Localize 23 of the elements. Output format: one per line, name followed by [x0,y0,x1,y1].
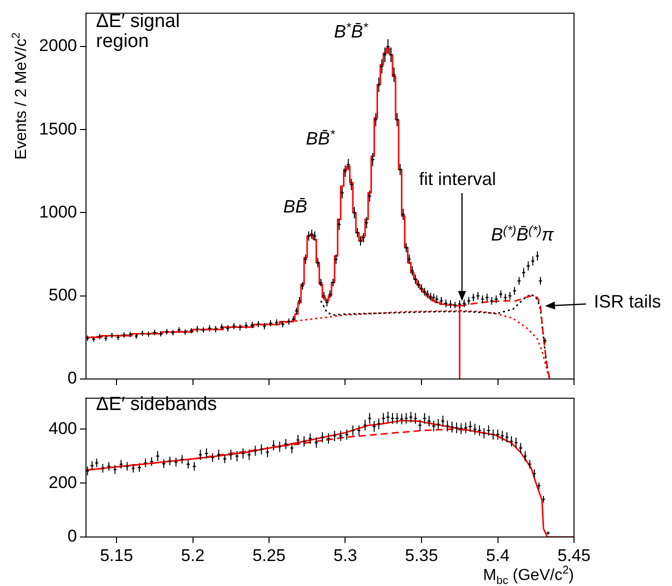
x-tick-label: 5.45 [557,546,591,565]
y-tick-label: 1000 [39,202,77,222]
y-tick-label: 400 [48,418,77,438]
y-tick-label: 0 [68,526,77,546]
y-tick-label: 1500 [39,119,77,138]
annotation: BB̄$^{*}$ [306,126,335,148]
x-tick-label: 5.4 [486,546,510,565]
x-tick-label: 5.2 [180,546,205,565]
x-tick-label: 5.3 [333,546,358,565]
y-tick-label: 500 [48,286,77,305]
x-tick-label: 5.25 [252,546,286,565]
y-tick-label: 2000 [39,36,77,56]
y-tick-label: 0 [68,368,77,388]
annotation: B$^{*}$B̄$^{*}$ [334,20,368,42]
annotation: B$^{(*)}$B̄$^{(*)}$π [491,224,554,245]
annotation: ISR tails [594,291,661,312]
annotation: fit interval [419,169,496,189]
x-axis-title: M$_{bc}$ (GeV/c$^{2}$) [483,564,574,586]
y-tick-label: 200 [48,472,77,492]
annotation: BB̄ [283,196,308,217]
x-tick-label: 5.35 [404,546,438,565]
annotation: ΔE′ signal region [96,11,181,52]
x-tick-label: 5.15 [100,546,134,565]
